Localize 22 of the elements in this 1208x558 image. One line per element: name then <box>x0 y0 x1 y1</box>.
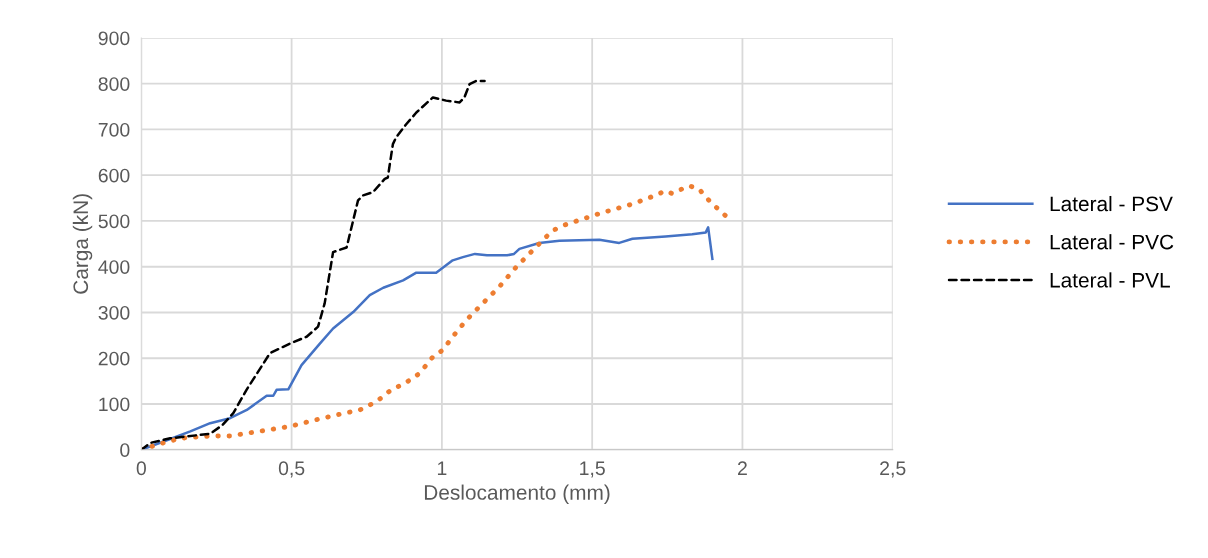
x-tick-label: 1,5 <box>580 461 605 478</box>
y-tick-label: 100 <box>99 397 130 412</box>
x-tick-label: 2,5 <box>880 461 906 478</box>
x-tick-label: 0 <box>136 461 146 476</box>
legend-label: Lateral - PVC <box>1050 234 1174 250</box>
x-tick-label: 2 <box>738 461 747 475</box>
x-tick-label: 0,5 <box>278 461 305 478</box>
y-tick-label: 700 <box>98 122 130 137</box>
legend-label: Lateral - PVL <box>1050 272 1170 288</box>
y-tick-label: 400 <box>98 260 130 274</box>
y-tick-label: 0 <box>120 443 130 457</box>
line-series <box>141 79 486 450</box>
y-tick-label: 900 <box>98 31 130 46</box>
x-tick-label: 1 <box>437 461 447 475</box>
legend-label: Lateral - PSV <box>1050 195 1173 212</box>
y-tick-label: 600 <box>98 168 130 183</box>
y-axis-title: Carga (kN) <box>72 194 93 294</box>
y-tick-label: 800 <box>98 77 130 91</box>
y-tick-label: 500 <box>98 214 130 229</box>
x-axis-title: Deslocamento (mm) <box>424 484 610 504</box>
y-tick-label: 200 <box>98 351 130 366</box>
y-tick-label: 300 <box>98 305 130 320</box>
